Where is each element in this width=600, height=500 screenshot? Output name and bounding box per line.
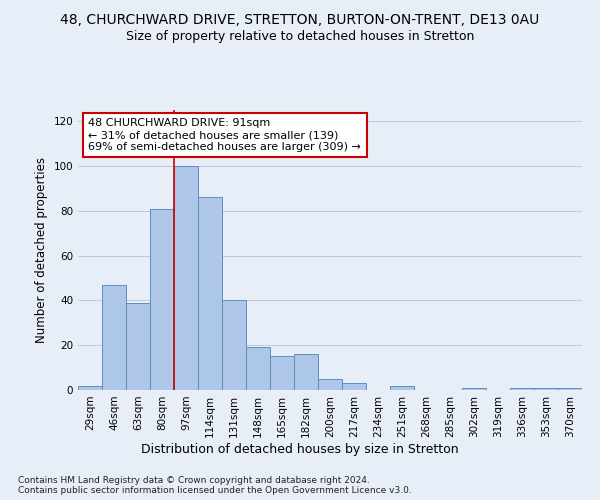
Bar	[102, 284, 126, 390]
Text: Size of property relative to detached houses in Stretton: Size of property relative to detached ho…	[126, 30, 474, 43]
Bar	[126, 302, 150, 390]
Bar	[174, 166, 198, 390]
Bar	[510, 388, 534, 390]
Bar	[78, 386, 102, 390]
Bar	[246, 348, 270, 390]
Bar	[318, 379, 342, 390]
Text: 48 CHURCHWARD DRIVE: 91sqm
← 31% of detached houses are smaller (139)
69% of sem: 48 CHURCHWARD DRIVE: 91sqm ← 31% of deta…	[88, 118, 361, 152]
Y-axis label: Number of detached properties: Number of detached properties	[35, 157, 48, 343]
Text: Distribution of detached houses by size in Stretton: Distribution of detached houses by size …	[141, 442, 459, 456]
Bar	[558, 388, 582, 390]
Bar	[534, 388, 558, 390]
Bar	[390, 386, 414, 390]
Bar	[462, 388, 486, 390]
Bar	[342, 384, 366, 390]
Text: 48, CHURCHWARD DRIVE, STRETTON, BURTON-ON-TRENT, DE13 0AU: 48, CHURCHWARD DRIVE, STRETTON, BURTON-O…	[61, 12, 539, 26]
Bar	[294, 354, 318, 390]
Bar	[150, 208, 174, 390]
Text: Contains HM Land Registry data © Crown copyright and database right 2024.
Contai: Contains HM Land Registry data © Crown c…	[18, 476, 412, 495]
Bar	[222, 300, 246, 390]
Bar	[270, 356, 294, 390]
Bar	[198, 198, 222, 390]
